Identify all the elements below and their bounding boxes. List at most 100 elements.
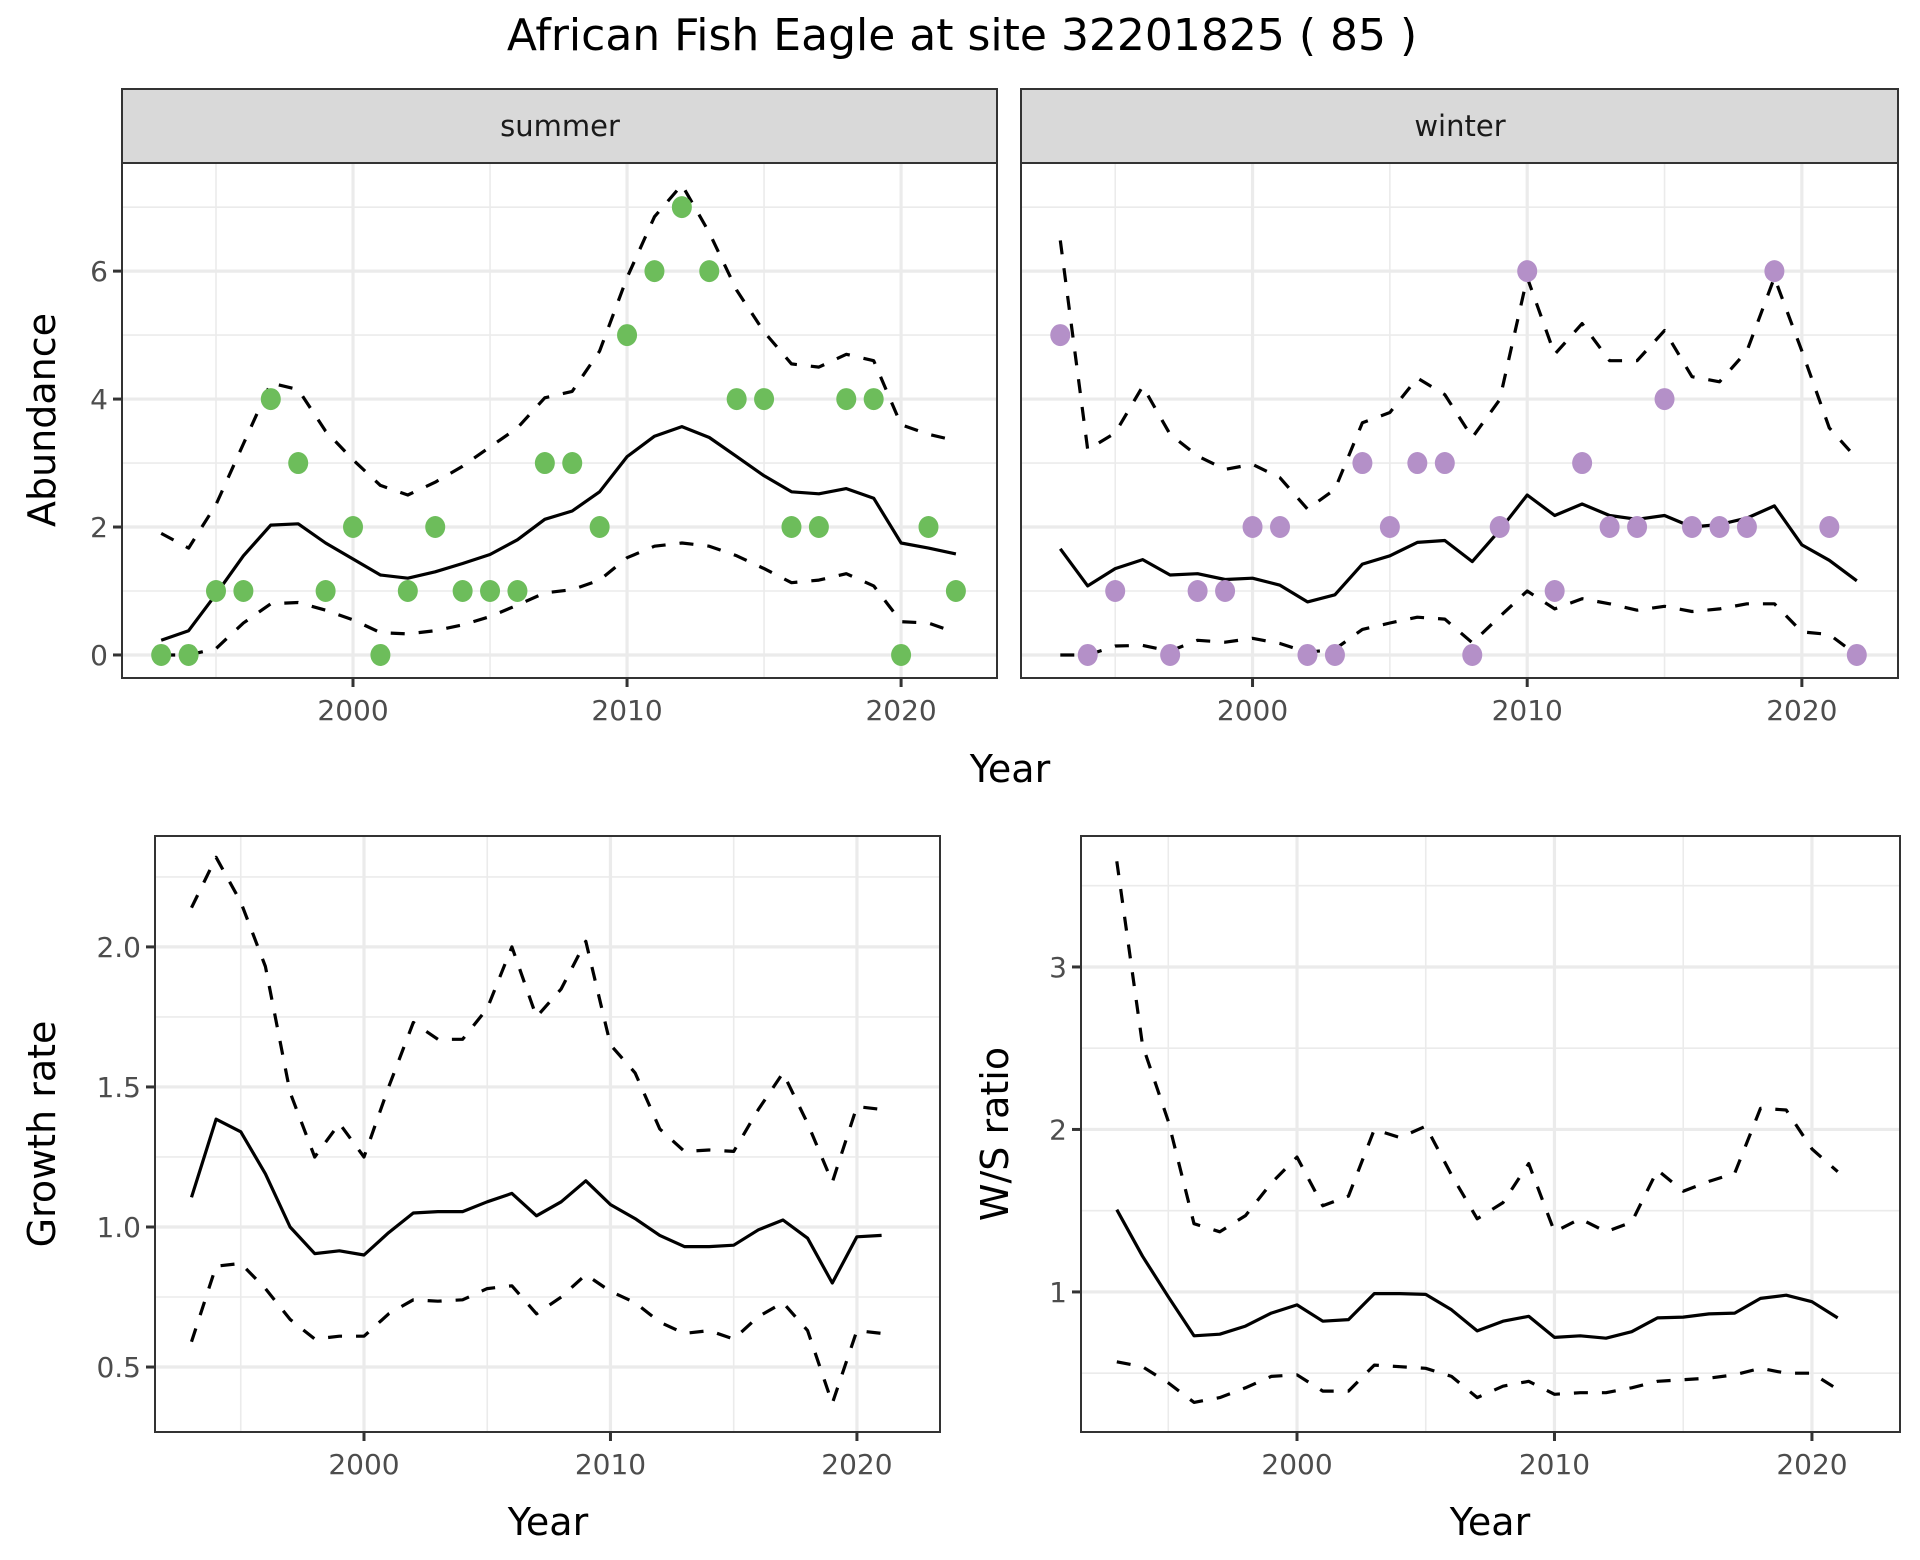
- y-axis-title-abundance: Abundance: [20, 313, 64, 527]
- strip-winter: [1020, 88, 1899, 164]
- y-tick-label: 2: [1049, 1113, 1067, 1146]
- x-tick-label: 2000: [317, 694, 388, 727]
- x-tick-label: 2000: [328, 1448, 399, 1481]
- data-point: [1379, 516, 1400, 539]
- data-point: [781, 516, 802, 539]
- y-tick-label: 2.0: [96, 931, 141, 964]
- data-point: [1187, 579, 1208, 602]
- y-tick-label: 0.5: [96, 1351, 141, 1384]
- data-point: [1352, 452, 1373, 475]
- ws-lower-line: [1116, 1360, 1839, 1405]
- y-tick-label: 1.0: [96, 1211, 141, 1244]
- data-point: [1297, 643, 1318, 666]
- x-tick-label: 2020: [1776, 1448, 1847, 1481]
- x-tick-label: 2020: [865, 694, 936, 727]
- y-tick-label: 3: [1049, 951, 1067, 984]
- x-tick-label: 2010: [591, 694, 662, 727]
- data-point: [315, 579, 336, 602]
- x-axis-title-ws: Year: [1449, 1500, 1531, 1544]
- summer-lower-line: [161, 541, 957, 657]
- y-tick-label: 1: [1049, 1276, 1067, 1309]
- data-point: [205, 579, 226, 602]
- y-tick-label: 0: [90, 639, 108, 672]
- data-point: [1846, 643, 1867, 666]
- y-tick-label: 2: [90, 511, 108, 544]
- y-axis-title-growth: Growth rate: [20, 1021, 64, 1248]
- data-point: [1627, 516, 1648, 539]
- data-point: [699, 260, 720, 283]
- data-point: [1489, 516, 1510, 539]
- data-point: [1764, 260, 1785, 283]
- data-point: [452, 579, 473, 602]
- data-point: [1819, 516, 1840, 539]
- data-point: [1572, 452, 1593, 475]
- data-point: [288, 452, 309, 475]
- data-point: [507, 579, 528, 602]
- strip-label-summer: summer: [500, 109, 620, 143]
- abundance-winter-background: [1021, 163, 1898, 678]
- ws-ratio-background: [1081, 836, 1900, 1432]
- y-tick-label: 6: [90, 255, 108, 288]
- x-tick-label: 2020: [821, 1448, 892, 1481]
- data-point: [1736, 516, 1757, 539]
- data-point: [1215, 579, 1236, 602]
- data-point: [1599, 516, 1620, 539]
- ws-mean-line: [1115, 1208, 1839, 1340]
- data-point: [863, 388, 884, 411]
- data-point: [425, 516, 446, 539]
- data-point: [233, 579, 254, 602]
- y-tick-label: 1.5: [96, 1071, 141, 1104]
- data-point: [260, 388, 281, 411]
- x-tick-label: 2000: [1261, 1448, 1332, 1481]
- x-tick-label: 2000: [1217, 694, 1288, 727]
- growth-mean-line: [189, 1117, 882, 1285]
- summer-upper-line: [160, 183, 957, 550]
- data-point: [562, 452, 583, 475]
- y-tick-label: 4: [90, 383, 108, 416]
- data-point: [480, 579, 501, 602]
- growth-rate-border: [154, 835, 941, 1433]
- ws-ratio-border: [1080, 835, 1901, 1433]
- data-point: [754, 388, 775, 411]
- data-point: [1709, 516, 1730, 539]
- data-point: [1324, 643, 1345, 666]
- data-point: [1517, 260, 1538, 283]
- data-point: [589, 516, 610, 539]
- data-point: [343, 516, 364, 539]
- data-point: [534, 452, 555, 475]
- x-tick-label: 2010: [575, 1448, 646, 1481]
- data-point: [644, 260, 665, 283]
- x-axis-title-abundance: Year: [969, 747, 1051, 791]
- data-point: [1160, 643, 1181, 666]
- summer-mean-line: [160, 425, 957, 642]
- data-point: [1654, 388, 1675, 411]
- data-point: [1077, 643, 1098, 666]
- panel-growth-rate: 0.5 1.0 1.5 2.0 2000 2010 2020: [96, 835, 941, 1481]
- x-tick-label: 2010: [1492, 694, 1563, 727]
- data-point: [617, 324, 638, 347]
- panel-ws-ratio: 1 2 3 2000 2010 2020: [1049, 835, 1901, 1481]
- x-tick-label: 2020: [1766, 694, 1837, 727]
- data-point: [918, 516, 939, 539]
- data-point: [397, 579, 418, 602]
- y-axis-title-ws: W/S ratio: [973, 1047, 1017, 1221]
- data-point: [671, 196, 692, 219]
- strip-summer: [121, 88, 998, 164]
- ws-upper-line: [1115, 861, 1839, 1234]
- data-point: [836, 388, 857, 411]
- data-point: [1407, 452, 1428, 475]
- panel-summer: 0 2 4 6 2000 2010 2020 summer: [90, 88, 998, 727]
- data-point: [1270, 516, 1291, 539]
- data-point: [808, 516, 829, 539]
- data-point: [151, 643, 172, 666]
- growth-rate-background: [155, 836, 940, 1432]
- data-point: [1682, 516, 1703, 539]
- x-axis-title-growth: Year: [507, 1500, 589, 1544]
- data-point: [1544, 579, 1565, 602]
- data-point: [726, 388, 747, 411]
- chart-title: African Fish Eagle at site 32201825 ( 85…: [507, 10, 1417, 61]
- data-point: [1105, 579, 1126, 602]
- x-tick-label: 2010: [1519, 1448, 1590, 1481]
- strip-label-winter: winter: [1414, 109, 1505, 143]
